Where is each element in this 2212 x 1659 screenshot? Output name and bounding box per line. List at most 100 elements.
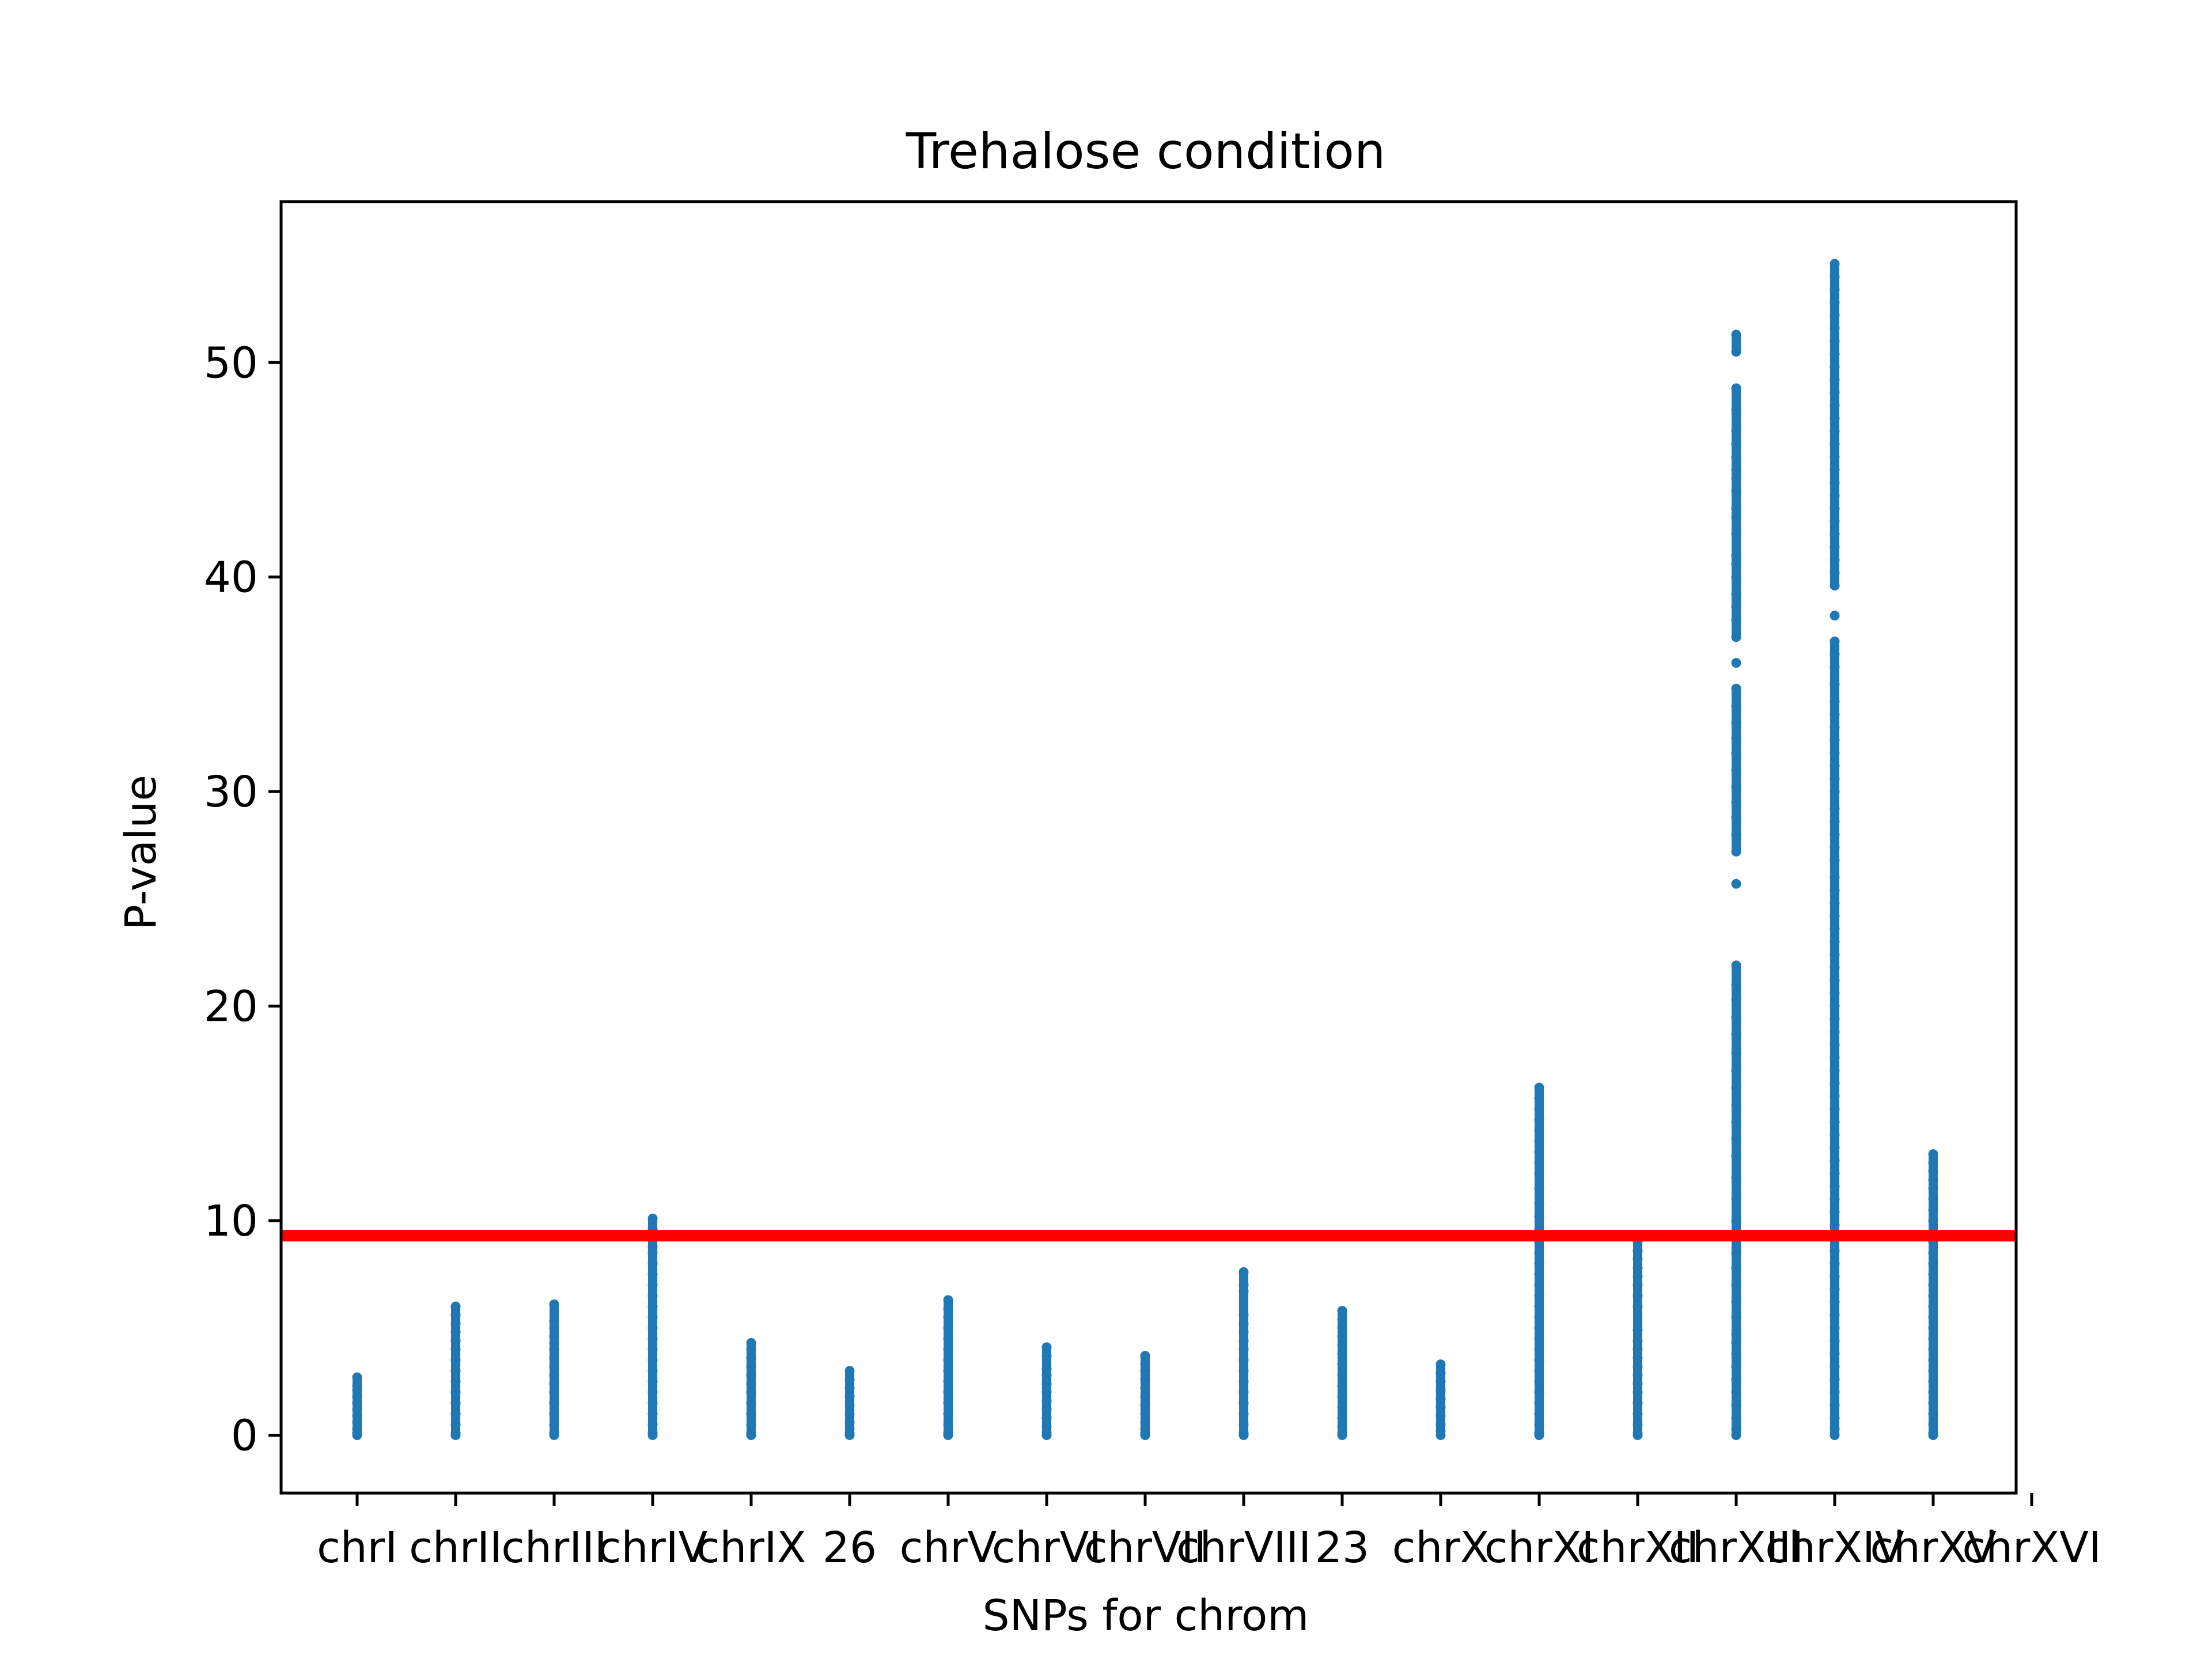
data-point bbox=[1830, 503, 1840, 514]
data-point bbox=[647, 1241, 658, 1252]
plot-background bbox=[281, 202, 2016, 1493]
data-point bbox=[1830, 323, 1840, 334]
data-point bbox=[943, 1419, 953, 1430]
data-point bbox=[1928, 1290, 1938, 1301]
data-point bbox=[943, 1344, 953, 1354]
data-point bbox=[1928, 1183, 1938, 1194]
data-point bbox=[1534, 1408, 1544, 1419]
data-point bbox=[1238, 1336, 1249, 1346]
data-point bbox=[1830, 310, 1840, 320]
data-point bbox=[1830, 804, 1840, 814]
data-point bbox=[1731, 1387, 1741, 1397]
data-point bbox=[1534, 1168, 1544, 1179]
data-point bbox=[943, 1398, 953, 1408]
data-point bbox=[1830, 924, 1840, 934]
data-point bbox=[1534, 1419, 1544, 1430]
data-point bbox=[1830, 963, 1840, 973]
y-tick-label: 40 bbox=[204, 553, 258, 603]
data-point bbox=[1928, 1355, 1938, 1365]
data-point bbox=[549, 1378, 559, 1389]
plot-area bbox=[279, 200, 2018, 1495]
data-point bbox=[1731, 748, 1741, 758]
data-point bbox=[1830, 898, 1840, 908]
data-point bbox=[1534, 1269, 1544, 1279]
data-point bbox=[1731, 797, 1741, 808]
data-point bbox=[1731, 439, 1741, 449]
data-point bbox=[1731, 632, 1741, 642]
x-tick-label: chrIII bbox=[501, 1523, 607, 1573]
data-point bbox=[1830, 696, 1840, 707]
data-point bbox=[1830, 349, 1840, 359]
data-point bbox=[1534, 1082, 1544, 1093]
x-tick-label: chrXII bbox=[1577, 1523, 1699, 1573]
data-point bbox=[1830, 285, 1840, 295]
data-point bbox=[1731, 473, 1741, 483]
data-point bbox=[1238, 1408, 1249, 1419]
y-tick-label: 10 bbox=[204, 1196, 258, 1246]
series-chrIII bbox=[549, 1299, 559, 1440]
x-tick-label: 23 bbox=[1315, 1523, 1369, 1573]
data-point bbox=[1435, 1411, 1446, 1421]
data-point bbox=[1435, 1402, 1446, 1412]
data-point bbox=[1928, 1175, 1938, 1185]
data-point bbox=[1534, 1301, 1544, 1312]
data-point bbox=[450, 1310, 461, 1320]
data-point bbox=[1830, 1156, 1840, 1166]
data-point bbox=[746, 1361, 756, 1372]
data-point bbox=[1830, 872, 1840, 882]
data-point bbox=[1830, 490, 1840, 501]
data-point bbox=[1830, 581, 1840, 591]
data-point bbox=[1238, 1387, 1249, 1397]
data-point bbox=[1928, 1259, 1938, 1269]
data-point bbox=[1041, 1413, 1052, 1423]
data-point bbox=[1435, 1385, 1446, 1395]
data-point bbox=[1731, 1012, 1741, 1022]
data-point bbox=[1830, 362, 1840, 372]
data-point bbox=[1830, 413, 1840, 423]
plot-frame bbox=[279, 200, 2018, 1495]
data-point bbox=[1830, 1194, 1840, 1205]
data-point bbox=[1633, 1290, 1643, 1301]
data-point bbox=[1928, 1215, 1938, 1226]
data-point bbox=[1731, 1329, 1741, 1339]
data-point bbox=[549, 1370, 559, 1380]
data-point bbox=[1534, 1211, 1544, 1222]
data-point bbox=[1633, 1263, 1643, 1273]
data-point bbox=[1534, 1198, 1544, 1209]
data-point bbox=[1830, 679, 1840, 690]
data-point bbox=[549, 1387, 559, 1397]
data-point bbox=[450, 1355, 461, 1365]
data-point bbox=[1731, 1248, 1741, 1258]
data-point bbox=[1928, 1428, 1938, 1438]
data-point bbox=[1140, 1391, 1150, 1402]
data-point bbox=[746, 1378, 756, 1389]
data-point bbox=[549, 1398, 559, 1408]
data-point bbox=[1928, 1344, 1938, 1354]
data-point bbox=[549, 1299, 559, 1309]
data-point bbox=[1435, 1393, 1446, 1404]
data-point bbox=[1633, 1370, 1643, 1380]
data-point bbox=[1830, 636, 1840, 646]
x-tick-label: chrXI bbox=[1484, 1523, 1594, 1573]
data-point bbox=[549, 1331, 559, 1342]
data-point bbox=[1140, 1400, 1150, 1410]
data-point bbox=[1830, 336, 1840, 346]
data-point bbox=[1633, 1428, 1643, 1438]
data-point bbox=[450, 1376, 461, 1387]
data-point bbox=[1731, 1194, 1741, 1205]
x-tick-label: chrV bbox=[900, 1523, 997, 1573]
data-point bbox=[1731, 1065, 1741, 1075]
data-point bbox=[1731, 1100, 1741, 1110]
data-point bbox=[1731, 1423, 1741, 1434]
data-point bbox=[647, 1290, 658, 1301]
data-point bbox=[647, 1269, 658, 1279]
data-point bbox=[1731, 383, 1741, 393]
data-point bbox=[1928, 1408, 1938, 1419]
x-tick-label: chrII bbox=[409, 1523, 502, 1573]
data-point bbox=[647, 1259, 658, 1269]
data-point bbox=[1534, 1355, 1544, 1365]
points-layer bbox=[352, 259, 1938, 1440]
data-point bbox=[1928, 1205, 1938, 1215]
data-point bbox=[1830, 439, 1840, 449]
data-point bbox=[1830, 567, 1840, 578]
